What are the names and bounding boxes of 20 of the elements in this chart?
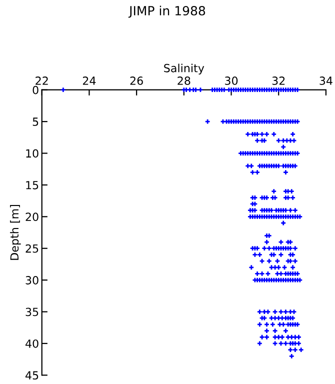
x-tick-label: 30 xyxy=(225,76,238,85)
x-tick-label: 28 xyxy=(178,76,190,85)
y-tick-label: 5 xyxy=(32,118,38,126)
x-axis-title: Salinity xyxy=(164,64,204,74)
y-axis-title: Depth [m] xyxy=(10,205,21,260)
y-tick-label: 10 xyxy=(26,149,38,158)
y-tick-label: 25 xyxy=(26,244,38,253)
chart-title: JIMP in 1988 xyxy=(128,6,206,18)
y-tick-label: 45 xyxy=(26,371,38,380)
x-tick-label: 22 xyxy=(36,76,48,85)
x-tick-label: 32 xyxy=(272,76,285,85)
y-tick-label: 15 xyxy=(26,181,38,190)
x-tick-label: 26 xyxy=(130,76,143,85)
y-tick-label: 35 xyxy=(26,308,38,316)
y-tick-label: 30 xyxy=(26,276,38,284)
x-tick-label: 34 xyxy=(320,76,332,85)
y-tick-label: 0 xyxy=(32,86,38,94)
y-tick-label: 20 xyxy=(26,212,38,222)
x-tick-label: 24 xyxy=(82,76,96,85)
y-tick-label: 40 xyxy=(26,339,38,348)
